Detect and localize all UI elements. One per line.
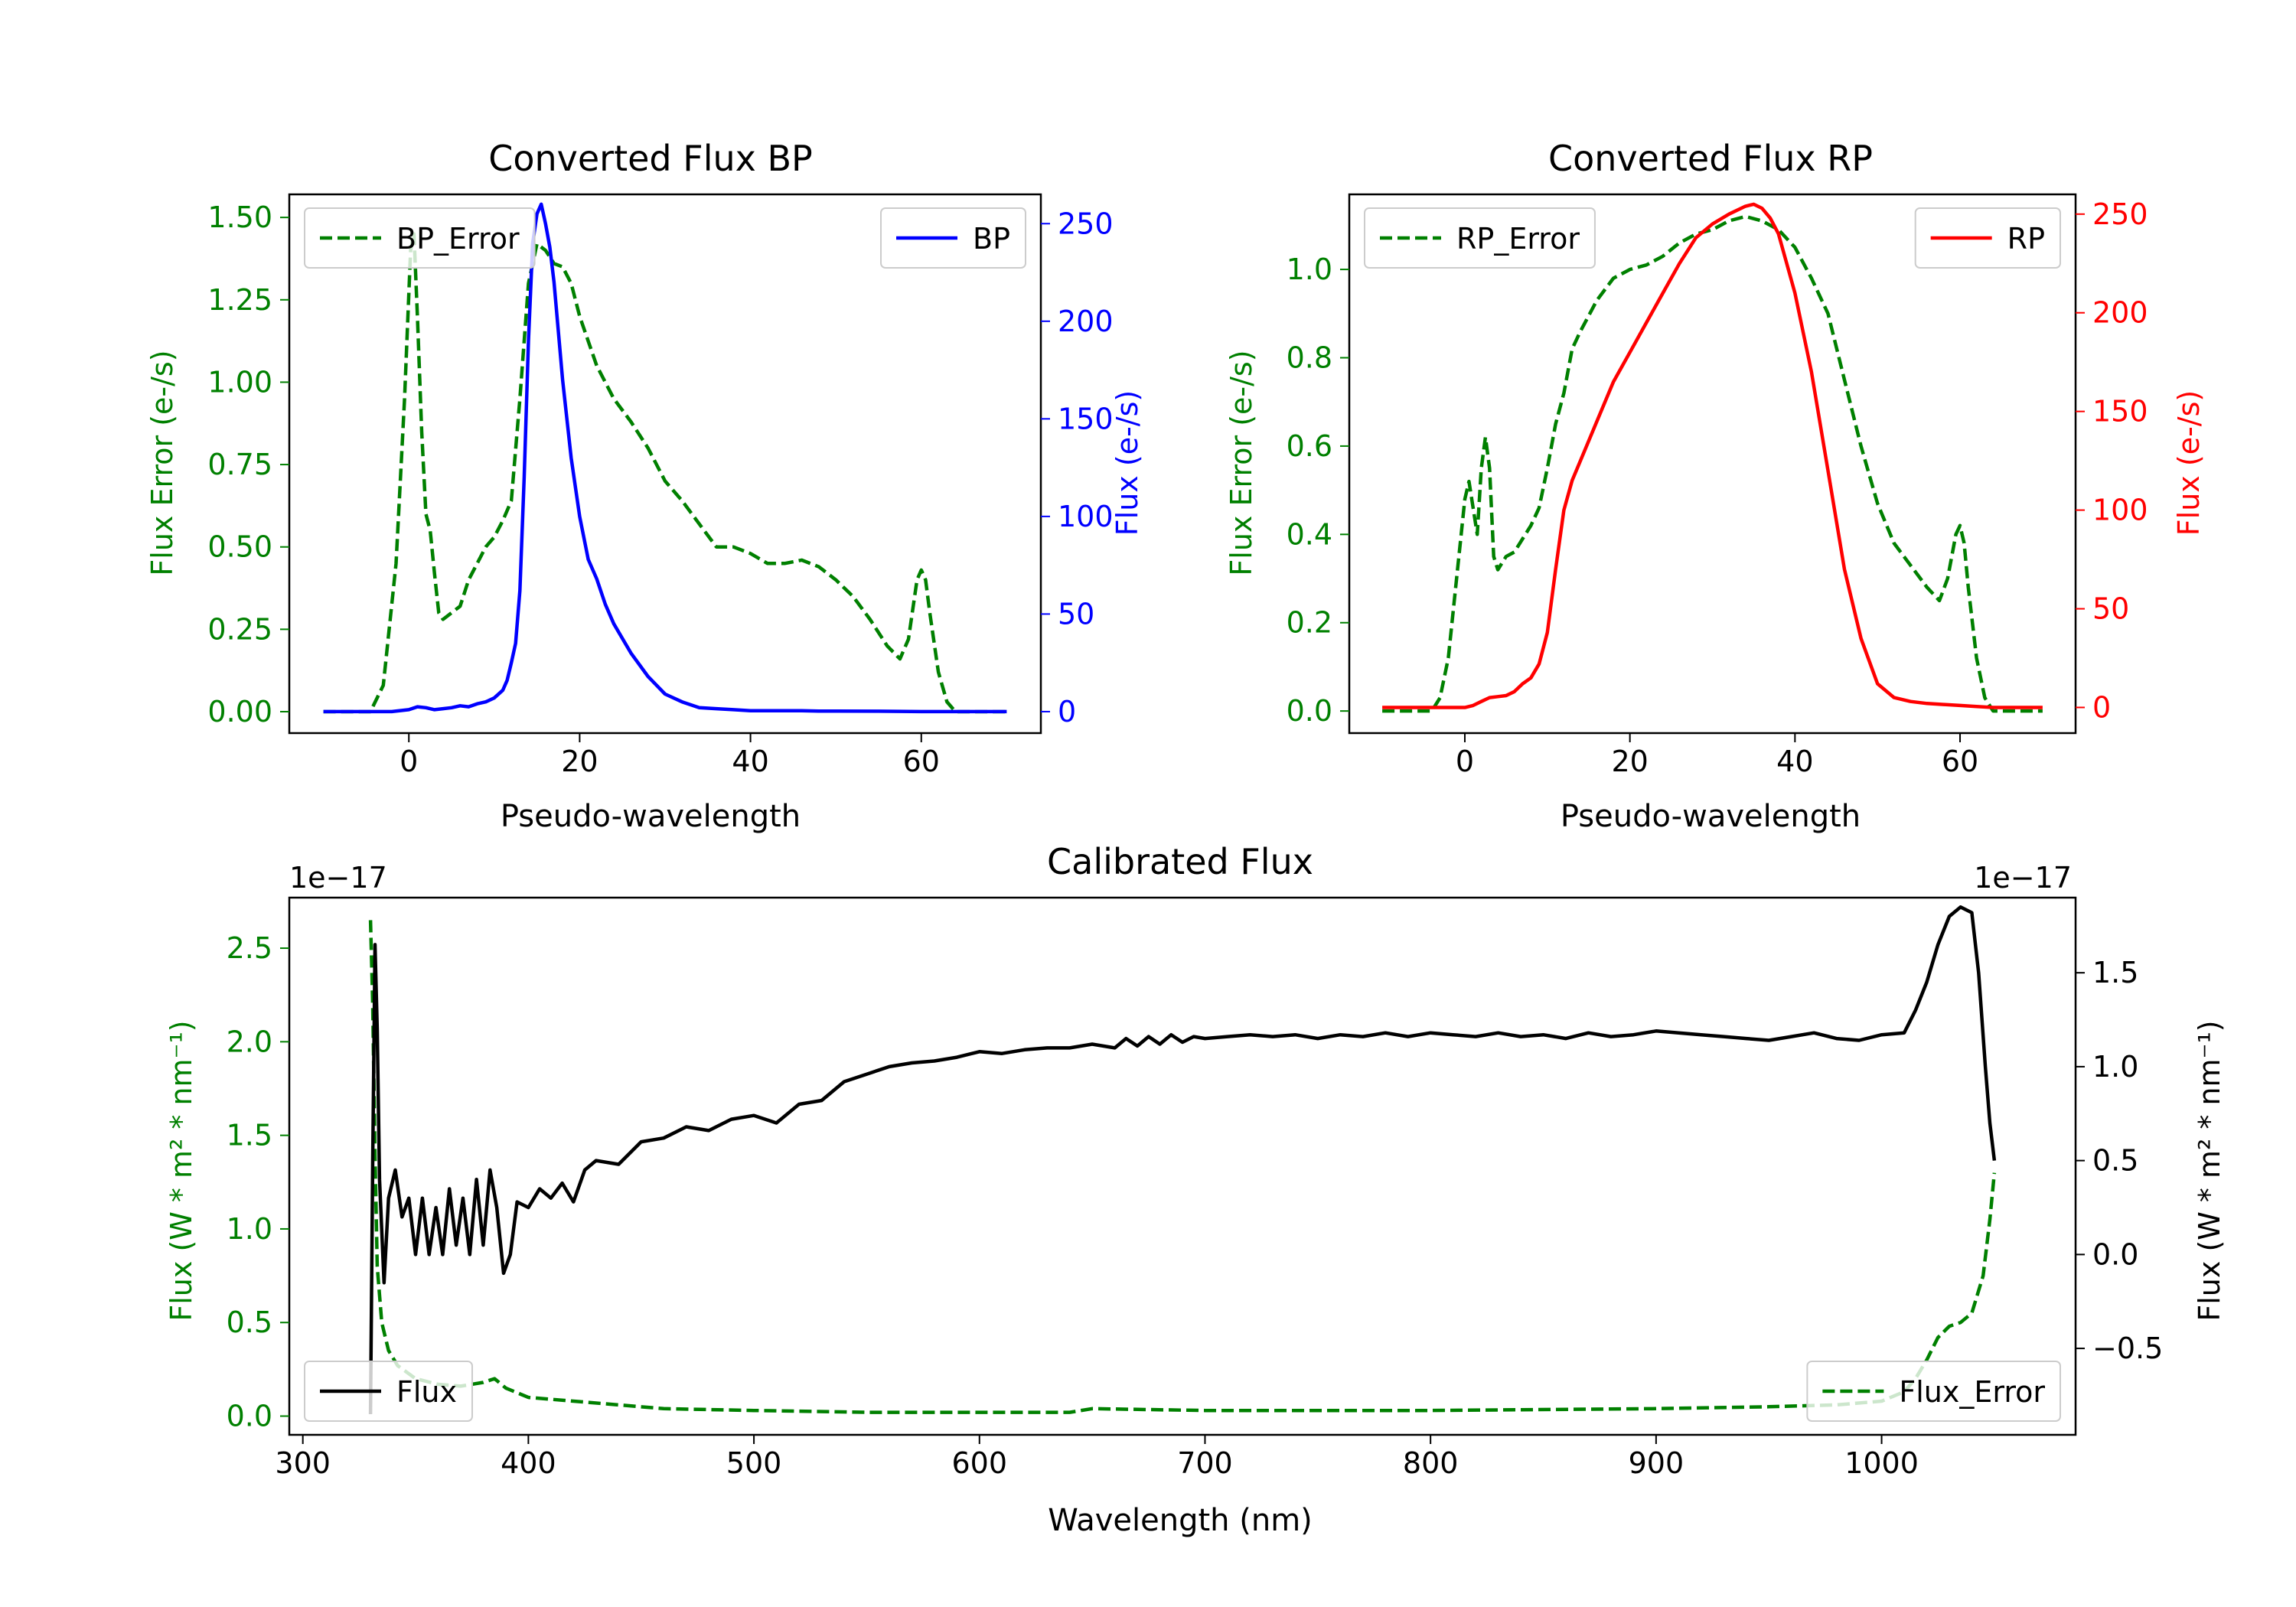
bp-ytick-left-label: 0.25 <box>207 612 272 646</box>
bp-legend-bp: BP <box>880 207 1026 269</box>
legend-box <box>1364 207 1596 269</box>
bp-legend-bp-error: BP_Error <box>304 207 536 269</box>
bp-ytick-left-label: 1.50 <box>207 200 272 234</box>
rp-ylabel-right: Flux (e-/s) <box>2172 390 2206 536</box>
rp-ytick-right-label: 0 <box>2092 690 2111 724</box>
cal-ytick-left-label: 1.5 <box>227 1119 272 1152</box>
legend-box <box>304 207 536 269</box>
bp-series-bp-error <box>323 232 1007 714</box>
bp-ylabel-right: Flux (e-/s) <box>1110 390 1144 536</box>
bp-ytick-left-label: 1.25 <box>207 283 272 317</box>
rp-plot-area: 0 20 40 60 0.0 0.2 0.4 0.6 0.8 1.0 0 50 100 150 200 250… <box>1287 193 2148 778</box>
rp-ytick-left-label: 0.0 <box>1287 694 1332 728</box>
rp-ytick-left-label: 0.2 <box>1287 606 1332 640</box>
cal-ytick-left-label: 2.5 <box>227 931 272 965</box>
cal-offset-right: 1e−17 <box>1974 861 2072 895</box>
cal-xtick-label: 600 <box>952 1446 1008 1480</box>
cal-ytick-right-label: 1.5 <box>2092 956 2138 989</box>
cal-axes-frame <box>288 896 2077 1436</box>
bp-ytick-left-label: 0.75 <box>207 448 272 481</box>
rp-ytick-left-label: 0.6 <box>1287 429 1332 463</box>
rp-ytick-right-label: 50 <box>2092 592 2129 626</box>
cal-plot-area: 300 400 500 600 700 800 900 1000 0.0 0.5 1.0 1.5 2.0… <box>227 896 2163 1480</box>
cal-ytick-left-label: 0.0 <box>227 1400 272 1433</box>
bp-panel: Converted Flux BP Pseudo-wavelength Flux… <box>145 138 1144 834</box>
cal-title: Calibrated Flux <box>1047 841 1313 882</box>
rp-panel: Converted Flux RP Pseudo-wavelength Flux… <box>1225 138 2206 834</box>
rp-ytick-right-label: 100 <box>2092 494 2148 527</box>
rp-ytick-left-label: 0.8 <box>1287 341 1332 375</box>
bp-ytick-right-label: 100 <box>1058 500 1114 533</box>
rp-ytick-right-label: 250 <box>2092 197 2148 231</box>
cal-xtick-label: 400 <box>501 1446 556 1480</box>
bp-ytick-right-label: 150 <box>1058 402 1114 435</box>
bp-series-bp <box>323 202 1007 714</box>
cal-ytick-right-label: 0.0 <box>2092 1237 2138 1271</box>
cal-ytick-left-label: 2.0 <box>227 1025 272 1058</box>
rp-ytick-right-label: 150 <box>2092 395 2148 429</box>
legend-label: RP_Error <box>1456 222 1580 256</box>
bp-ytick-right-label: 250 <box>1058 207 1114 240</box>
cal-ylabel-left: Flux (W * m² * nm⁻¹) <box>165 1020 198 1321</box>
cal-xtick-label: 1000 <box>1844 1446 1919 1480</box>
cal-ylabel-right: Flux (W * m² * nm⁻¹) <box>2193 1020 2226 1321</box>
bp-xtick-label: 40 <box>732 745 768 778</box>
cal-xtick-label: 700 <box>1177 1446 1233 1480</box>
legend-label: BP <box>973 222 1010 256</box>
rp-xtick-label: 40 <box>1776 745 1813 778</box>
cal-ytick-right-label: 0.5 <box>2092 1144 2138 1178</box>
rp-axes-frame <box>1348 193 2077 735</box>
bp-xlabel: Pseudo-wavelength <box>501 799 801 834</box>
cal-legend-flux-error: Flux_Error <box>1806 1361 2061 1422</box>
rp-xlabel: Pseudo-wavelength <box>1561 799 1861 834</box>
rp-ylabel-left: Flux Error (e-/s) <box>1225 350 1258 575</box>
rp-ytick-left-label: 1.0 <box>1287 253 1332 286</box>
bp-ytick-left-label: 0.00 <box>207 695 272 729</box>
bp-ytick-left-label: 0.50 <box>207 530 272 564</box>
rp-title: Converted Flux RP <box>1548 138 1873 179</box>
legend-label: Flux_Error <box>1899 1375 2045 1409</box>
cal-ytick-left-label: 1.0 <box>227 1212 272 1246</box>
cal-xtick-label: 500 <box>726 1446 782 1480</box>
cal-series-flux <box>368 905 1997 1415</box>
rp-series-rp-error <box>1382 214 2043 713</box>
bp-ylabel-left: Flux Error (e-/s) <box>145 350 179 575</box>
cal-ytick-left-label: 0.5 <box>227 1305 272 1339</box>
legend-label: RP <box>2007 222 2045 256</box>
bp-plot-area: 0 20 40 60 0.00 0.25 0.50 0.75 1.00 1.25 1.50 0 50 10… <box>207 193 1114 778</box>
rp-xtick-label: 0 <box>1456 745 1474 778</box>
cal-ytick-right-label: 1.0 <box>2092 1050 2138 1084</box>
bp-ytick-left-label: 1.00 <box>207 365 272 399</box>
bp-ytick-right-label: 200 <box>1058 305 1114 338</box>
cal-xtick-label: 900 <box>1629 1446 1684 1480</box>
cal-xtick-label: 300 <box>275 1446 331 1480</box>
cal-offset-left: 1e−17 <box>289 861 387 895</box>
rp-legend-rp: RP <box>1914 207 2061 269</box>
rp-xtick-label: 60 <box>1942 745 1978 778</box>
rp-legend-rp-error: RP_Error <box>1364 207 1596 269</box>
rp-series-rp <box>1382 202 2043 709</box>
cal-series-flux-error <box>368 920 1997 1414</box>
rp-xtick-label: 20 <box>1611 745 1648 778</box>
bp-title: Converted Flux BP <box>488 138 813 179</box>
cal-ytick-right-label: −0.5 <box>2092 1332 2163 1365</box>
bp-ytick-right-label: 50 <box>1058 597 1094 631</box>
rp-ytick-right-label: 200 <box>2092 296 2148 330</box>
cal-xlabel: Wavelength (nm) <box>1048 1503 1313 1538</box>
bp-xtick-label: 0 <box>400 745 418 778</box>
cal-legend-flux: Flux <box>304 1361 473 1422</box>
bp-ytick-right-label: 0 <box>1058 695 1076 729</box>
bp-axes-frame <box>288 193 1042 735</box>
bp-xtick-label: 20 <box>561 745 598 778</box>
legend-box <box>304 1361 473 1422</box>
bp-xtick-label: 60 <box>903 745 940 778</box>
cal-panel: Calibrated Flux Wavelength (nm) Flux (W … <box>165 841 2226 1538</box>
legend-label: Flux <box>396 1375 457 1409</box>
rp-ytick-left-label: 0.4 <box>1287 517 1332 551</box>
legend-label: BP_Error <box>396 222 520 256</box>
cal-xtick-label: 800 <box>1403 1446 1459 1480</box>
legend-box <box>1806 1361 2061 1422</box>
